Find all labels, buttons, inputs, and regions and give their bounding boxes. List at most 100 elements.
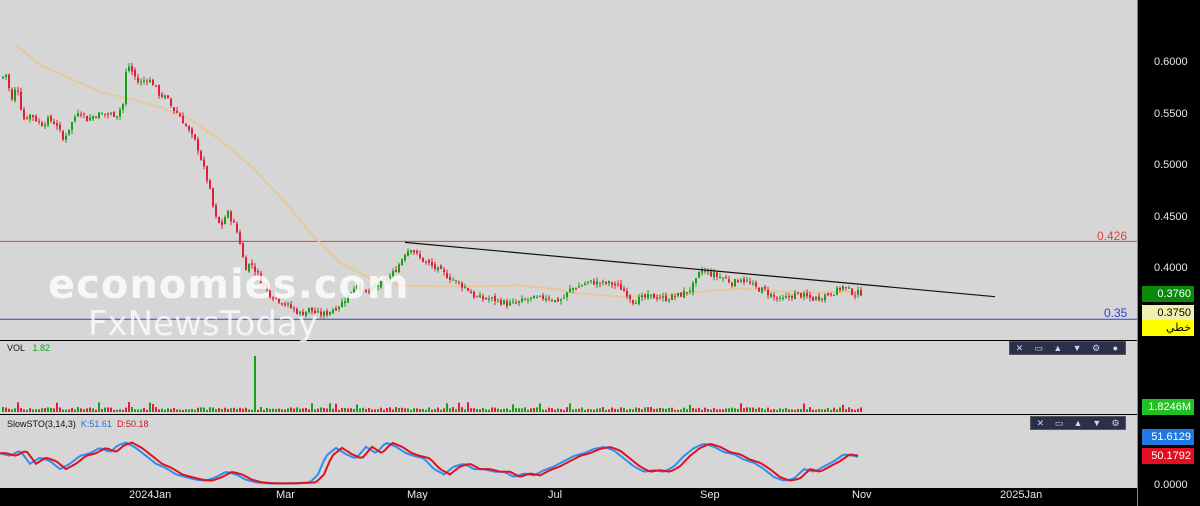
up-icon[interactable]: ▲ xyxy=(1053,343,1063,353)
candle-up xyxy=(65,135,67,140)
volume-bar xyxy=(779,408,781,412)
candle-up xyxy=(785,296,787,298)
volume-bar xyxy=(452,407,454,412)
candle-up xyxy=(734,279,736,287)
candle-down xyxy=(284,303,286,306)
volume-bar xyxy=(392,409,394,412)
candle-up xyxy=(362,288,364,291)
candle-up xyxy=(74,117,76,121)
maximize-icon[interactable]: ▭ xyxy=(1034,343,1043,353)
candle-up xyxy=(815,296,817,300)
volume-bar xyxy=(476,409,478,412)
settings-icon[interactable]: ⚙ xyxy=(1111,418,1120,428)
volume-bar xyxy=(797,408,799,412)
candle-down xyxy=(56,123,58,126)
candle-down xyxy=(749,281,751,284)
volume-bar xyxy=(767,407,769,412)
candle-down xyxy=(476,296,478,298)
candle-down xyxy=(845,287,847,289)
volume-bar xyxy=(683,407,685,412)
volume-bar xyxy=(374,409,376,412)
volume-bar xyxy=(149,402,151,412)
volume-bar xyxy=(848,407,850,412)
candle-down xyxy=(419,254,421,258)
volume-bar xyxy=(788,409,790,412)
volume-bar xyxy=(278,408,280,412)
pin-icon[interactable]: ● xyxy=(1112,343,1119,353)
candle-up xyxy=(824,294,826,301)
volume-bar xyxy=(860,407,862,412)
volume-bar xyxy=(56,402,58,412)
volume-bar xyxy=(260,407,262,412)
volume-bar xyxy=(635,407,637,412)
volume-panel[interactable] xyxy=(0,341,1137,415)
line-tag-badge: خطي xyxy=(1142,320,1194,336)
candle-down xyxy=(434,264,436,269)
candle-up xyxy=(740,280,742,282)
candle-up xyxy=(695,278,697,284)
candle-up xyxy=(389,276,391,282)
volume-bar xyxy=(656,408,658,412)
volume-bar xyxy=(494,407,496,412)
volume-bar xyxy=(299,408,301,412)
candle-down xyxy=(620,283,622,290)
trendline xyxy=(404,241,996,298)
volume-bar xyxy=(512,404,514,412)
volume-bar xyxy=(488,409,490,412)
volume-bar xyxy=(44,408,46,412)
candle-up xyxy=(746,280,748,282)
volume-bar xyxy=(86,408,88,412)
volume-bar xyxy=(803,403,805,412)
down-icon[interactable]: ▼ xyxy=(1092,418,1102,428)
candle-down xyxy=(800,293,802,298)
volume-bar xyxy=(533,408,535,412)
volume-bar xyxy=(185,409,187,412)
candle-down xyxy=(203,159,205,167)
volume-bar xyxy=(527,409,529,412)
candle-down xyxy=(731,282,733,286)
settings-icon[interactable]: ⚙ xyxy=(1092,343,1101,353)
close-icon[interactable]: ✕ xyxy=(1015,343,1024,353)
close-icon[interactable]: ✕ xyxy=(1036,418,1045,428)
volume-bar xyxy=(506,408,508,412)
volume-bar xyxy=(176,409,178,412)
candle-up xyxy=(89,117,91,121)
stochastic-k-line xyxy=(0,441,859,485)
candle-down xyxy=(359,284,361,291)
volume-bar xyxy=(26,409,28,412)
price-tick: 0.4000 xyxy=(1154,262,1188,274)
candle-down xyxy=(395,270,397,273)
up-icon[interactable]: ▲ xyxy=(1073,418,1083,428)
volume-bar xyxy=(626,409,628,412)
candle-down xyxy=(272,298,274,300)
volume-bar xyxy=(191,408,193,412)
candle-down xyxy=(8,74,10,89)
volume-badge: 1.8246M xyxy=(1142,399,1194,415)
candle-down xyxy=(506,301,508,307)
candle-down xyxy=(656,297,658,299)
maximize-icon[interactable]: ▭ xyxy=(1054,418,1064,428)
price-chart-panel[interactable] xyxy=(0,0,1137,341)
volume-bar xyxy=(806,409,808,412)
volume-bar xyxy=(263,409,265,412)
volume-bar xyxy=(128,402,130,412)
volume-bar xyxy=(545,409,547,412)
time-label: Mar xyxy=(276,489,295,501)
candle-down xyxy=(467,288,469,291)
price-axis[interactable]: 0.6000 0.5500 0.5000 0.4500 0.4000 0.376… xyxy=(1137,0,1200,506)
candle-up xyxy=(698,271,700,278)
volume-bar xyxy=(836,409,838,412)
candle-up xyxy=(110,112,112,115)
candle-down xyxy=(821,298,823,300)
volume-bar xyxy=(5,407,7,412)
candle-up xyxy=(2,76,4,79)
candle-up xyxy=(848,287,850,289)
volume-bar xyxy=(2,407,4,412)
candle-up xyxy=(497,299,499,301)
volume-bar xyxy=(32,409,34,412)
candle-up xyxy=(455,280,457,282)
down-icon[interactable]: ▼ xyxy=(1072,343,1082,353)
candle-down xyxy=(443,269,445,273)
candle-up xyxy=(98,112,100,119)
candle-up xyxy=(803,293,805,298)
